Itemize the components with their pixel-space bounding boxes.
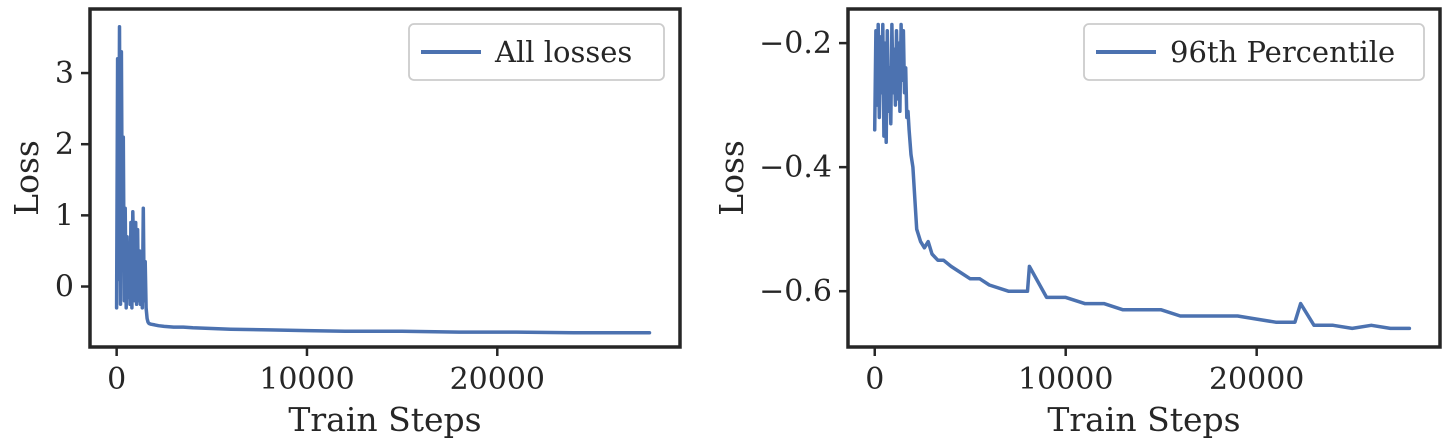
y-axis-label: Loss [7, 140, 46, 216]
series-line-0 [114, 25, 652, 335]
x-tick-label: 20000 [1209, 362, 1304, 397]
plot-frame [88, 7, 682, 349]
x-tick-label: 0 [865, 362, 884, 397]
y-tick-label: −0.6 [759, 274, 832, 309]
y-axis-label: Loss [712, 140, 751, 216]
x-tick-label: 10000 [259, 362, 354, 397]
legend: 96th Percentile [1083, 23, 1425, 81]
x-tick-label: 10000 [1018, 362, 1113, 397]
y-tick-label: 0 [55, 270, 74, 305]
legend-label: All losses [494, 35, 632, 69]
legend-box [1083, 23, 1425, 81]
legend-box [408, 23, 665, 81]
x-tick-label: 20000 [450, 362, 545, 397]
y-tick-label: −0.2 [759, 26, 832, 61]
y-tick-label: 2 [55, 127, 74, 162]
plot-frame [846, 7, 1442, 349]
series-line-0 [872, 22, 1412, 331]
left-loss-chart: 0 10000 20000 0 1 2 3 Train Steps Loss All losses [7, 7, 682, 439]
y-tick-label: 3 [55, 56, 74, 91]
legend-label: 96th Percentile [1170, 35, 1395, 69]
y-tick-label: 1 [55, 198, 74, 233]
y-tick-label: −0.4 [759, 150, 832, 185]
legend: All losses [408, 23, 665, 81]
x-tick-label: 0 [107, 362, 126, 397]
x-axis-label: Train Steps [288, 400, 481, 439]
right-percentile-chart: 0 10000 20000 −0.6 −0.4 −0.2 Train Steps Loss 96… [712, 7, 1442, 439]
x-axis-label: Train Steps [1047, 400, 1240, 439]
